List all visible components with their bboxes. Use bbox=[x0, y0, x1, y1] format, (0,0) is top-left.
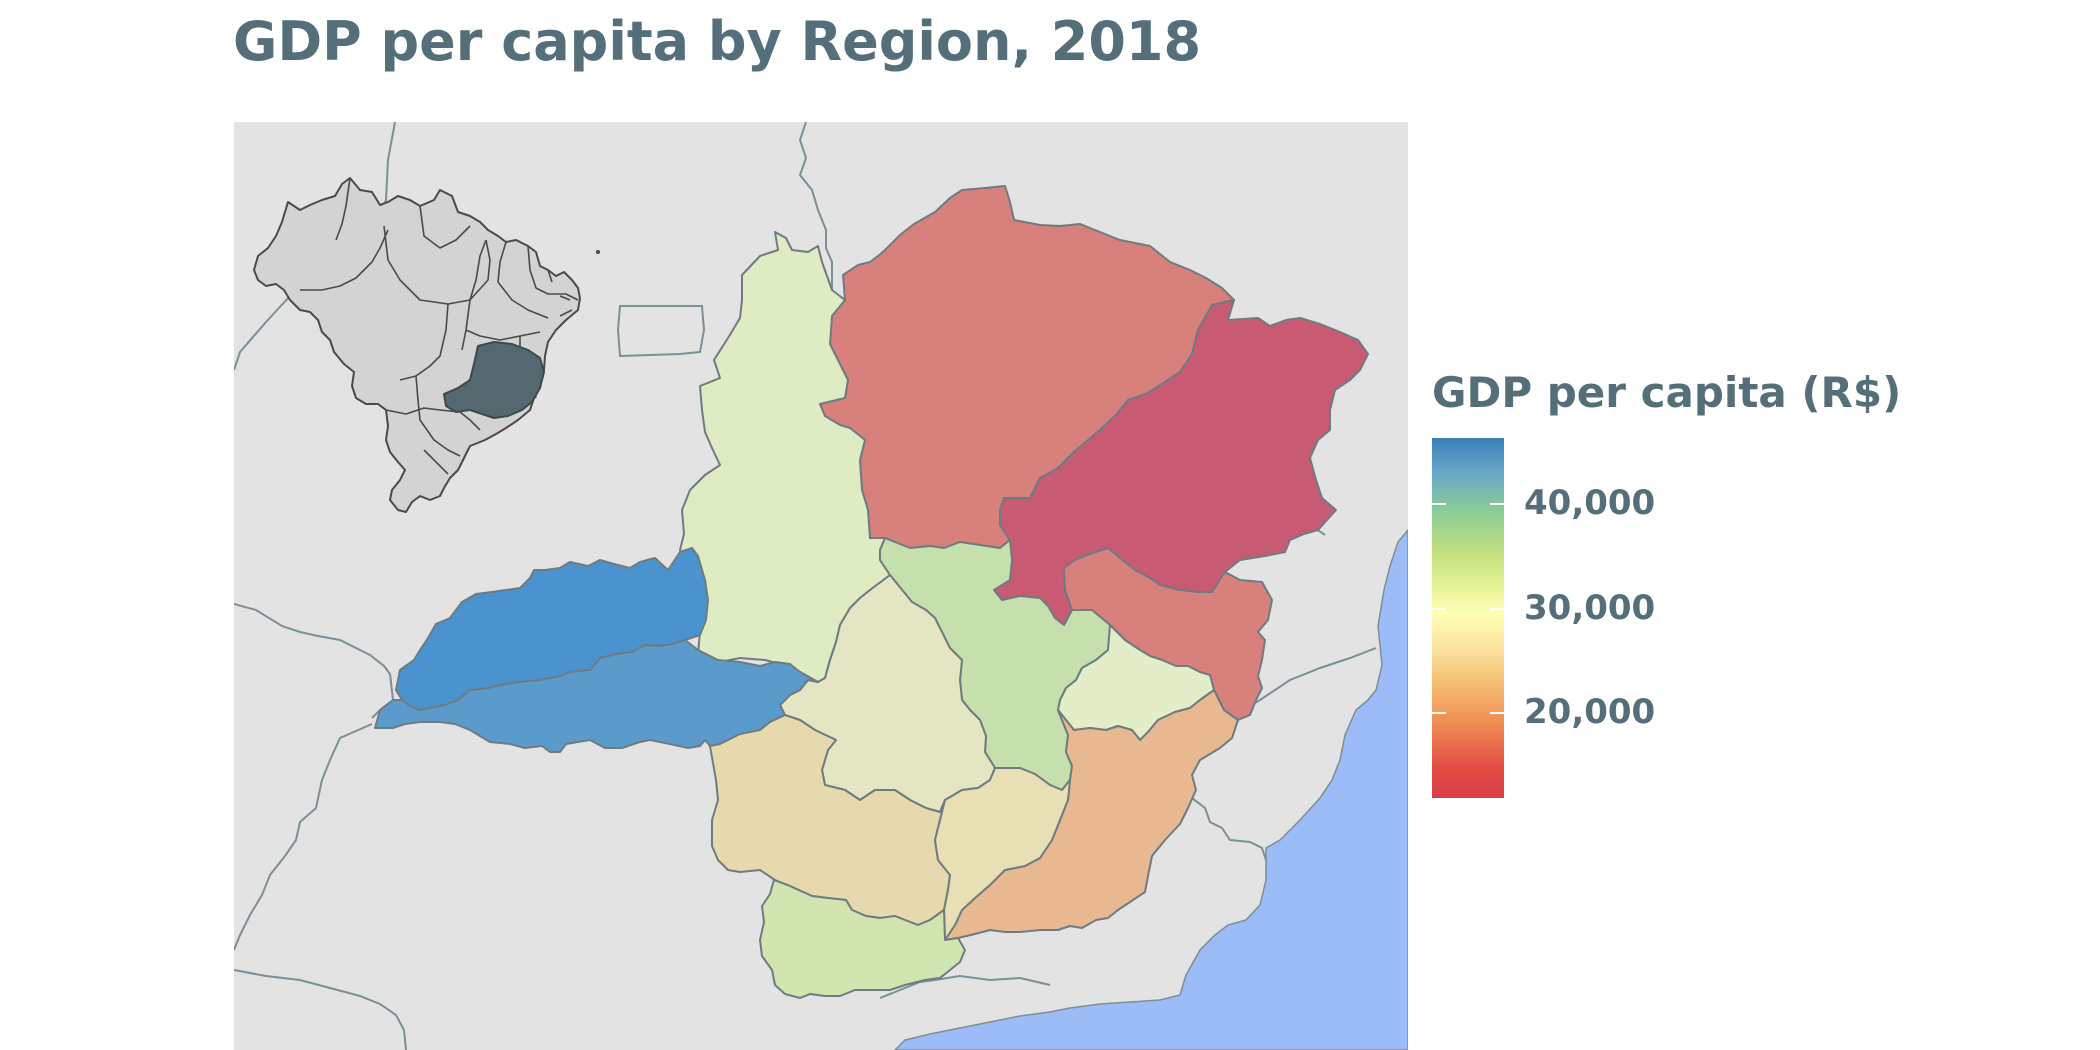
region-campo-das-vertentes[interactable] bbox=[934, 767, 1071, 941]
colorbar-tick-label: 30,000 bbox=[1524, 588, 1656, 628]
region-south[interactable] bbox=[759, 879, 966, 999]
colorbar-tick-label: 40,000 bbox=[1524, 483, 1656, 523]
region-triangulo-south[interactable] bbox=[374, 639, 819, 753]
inset-brazil-outline bbox=[253, 177, 581, 513]
choropleth-map[interactable] bbox=[234, 122, 1408, 1050]
inset-minas-gerais-highlight bbox=[443, 341, 545, 419]
map-title: GDP per capita by Region, 2018 bbox=[233, 10, 1202, 73]
state-borders bbox=[234, 122, 1377, 1050]
colorbar-legend: GDP per capita (R$) 40,000 30,000 20,000 bbox=[1432, 368, 2032, 808]
inset-brazil-map bbox=[253, 177, 600, 513]
legend-title: GDP per capita (R$) bbox=[1432, 368, 1902, 417]
colorbar-tick-label: 20,000 bbox=[1524, 692, 1656, 732]
regions[interactable] bbox=[374, 185, 1369, 999]
map-panel[interactable] bbox=[234, 122, 1408, 1050]
colorbar bbox=[1432, 438, 1504, 798]
ocean bbox=[893, 528, 1408, 1050]
